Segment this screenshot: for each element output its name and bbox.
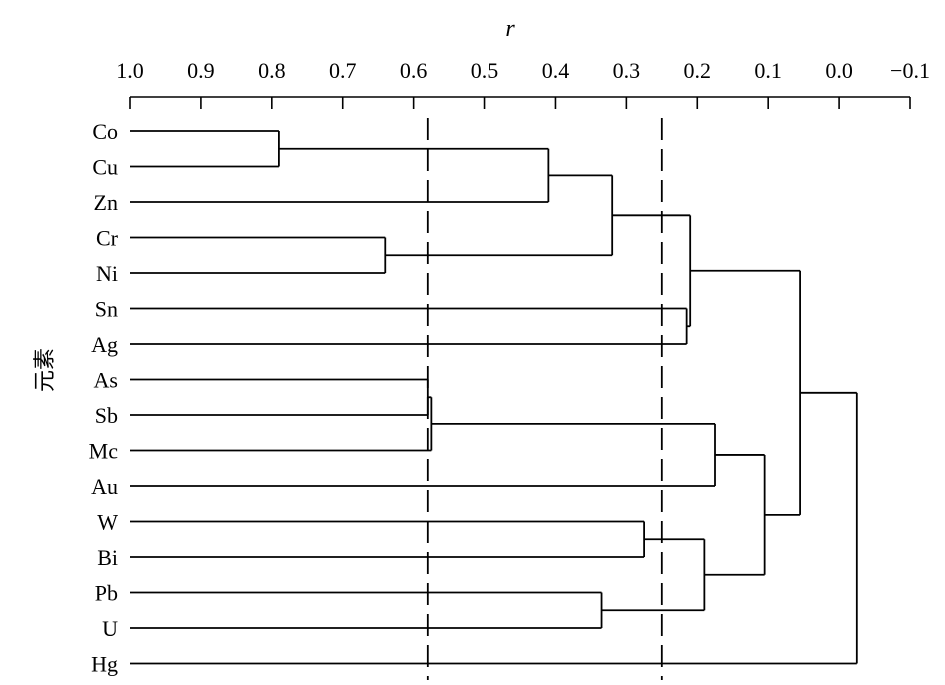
x-tick-label: 0.2 [684, 58, 712, 83]
y-axis-title: 元素 [33, 348, 58, 392]
leaf-label: Hg [91, 652, 118, 677]
leaf-label: Cu [92, 155, 118, 180]
leaf-label: Co [92, 119, 118, 144]
leaf-label: Mc [89, 439, 119, 464]
x-tick-label: 0.8 [258, 58, 286, 83]
dendrogram-branches [130, 130, 858, 665]
leaf-label: Ni [96, 261, 118, 286]
x-axis-title: r [505, 16, 515, 42]
x-tick-label: 0.5 [471, 58, 499, 83]
x-tick-label: 0.7 [329, 58, 357, 83]
leaf-label: U [102, 616, 118, 641]
leaf-label: Pb [95, 581, 118, 606]
x-tick-label: 0.0 [825, 58, 853, 83]
leaf-label: Cr [96, 226, 119, 251]
reference-lines [426, 118, 663, 680]
x-tick-label: 0.9 [187, 58, 215, 83]
x-tick-label: 1.0 [116, 58, 144, 83]
x-tick-label: −0.1 [890, 58, 930, 83]
leaf-label: Ag [91, 332, 118, 357]
leaf-label: W [97, 510, 118, 535]
leaf-label: Sb [95, 403, 118, 428]
leaf-labels: Co Cu Zn Cr Ni Sn Ag As Sb Mc Au W Bi Pb U Hg [89, 119, 119, 677]
leaf-label: Sn [95, 297, 118, 322]
leaf-label: As [94, 368, 118, 393]
leaf-label: Bi [97, 545, 118, 570]
leaf-label: Zn [94, 190, 118, 215]
leaf-label: Au [91, 474, 118, 499]
x-tick-label: 0.4 [542, 58, 570, 83]
x-tick-label: 0.1 [754, 58, 782, 83]
x-tick-label: 0.6 [400, 58, 428, 83]
x-axis: 1.0 0.9 0.8 0.7 0.6 0.5 0.4 0.3 0.2 0.1 0.0 −0.1 [116, 58, 930, 109]
x-tick-label: 0.3 [613, 58, 641, 83]
